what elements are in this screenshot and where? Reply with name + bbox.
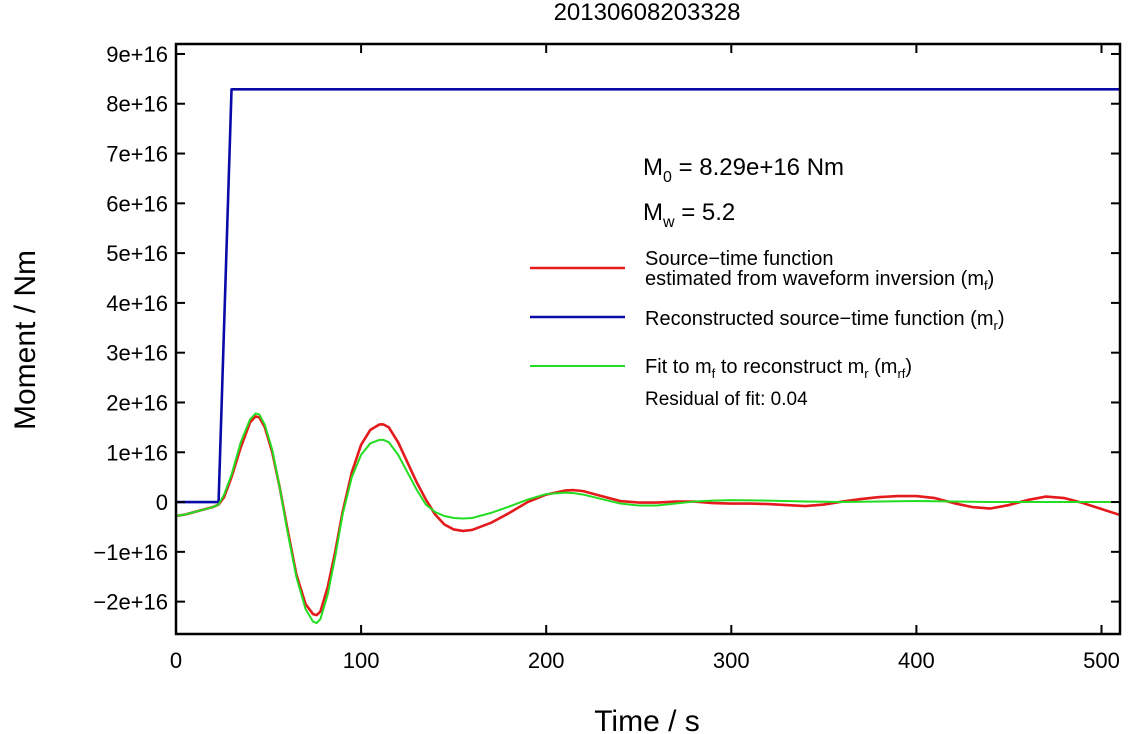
legend-mrf-label: Fit to mf to reconstruct mr (mrf) xyxy=(645,356,912,381)
x-tick-label: 400 xyxy=(898,648,935,673)
y-tick-label: 4e+16 xyxy=(106,291,168,316)
y-tick-label: 2e+16 xyxy=(106,390,168,415)
legend-mf-line2: estimated from waveform inversion (mf) xyxy=(645,268,994,293)
series-mrf-line xyxy=(175,412,1120,625)
y-tick-label: 5e+16 xyxy=(106,241,168,266)
x-tick-label: 200 xyxy=(528,648,565,673)
y-tick-label: −2e+16 xyxy=(93,590,168,615)
residual-label: Residual of fit: 0.04 xyxy=(645,389,808,410)
y-tick-label: 6e+16 xyxy=(106,191,168,216)
y-tick-label: 0 xyxy=(156,490,168,515)
plot-frame xyxy=(174,42,1122,636)
x-tick-label: 100 xyxy=(343,648,380,673)
legend: Source−time function estimated from wave… xyxy=(530,248,1005,381)
chart-title: 20130608203328 xyxy=(554,0,741,26)
legend-mr-label: Reconstructed source−time function (mr) xyxy=(645,308,1005,333)
y-tick-label: 9e+16 xyxy=(106,42,168,67)
axes-layer: 0 100 200 300 400 500 −2e+16 −1e+16 0 1e+16 2e+16 3… xyxy=(93,42,1122,673)
x-tick-label: 300 xyxy=(713,648,750,673)
series-mr-line xyxy=(176,88,1120,504)
annotations: M0 = 8.29e+16 Nm Mw = 5.2 Residual of fi… xyxy=(643,154,844,410)
x-axis-title: Time / s xyxy=(594,705,700,734)
y-tick-label: 3e+16 xyxy=(106,341,168,366)
y-axis-title: Moment / Nm xyxy=(9,250,42,430)
y-tick-label: 1e+16 xyxy=(106,440,168,465)
series-mf-line xyxy=(175,415,1121,617)
x-tick-label: 0 xyxy=(170,648,182,673)
legend-mf-line1: Source−time function xyxy=(645,248,833,270)
seismic-moment-label: M0 = 8.29e+16 Nm xyxy=(643,154,844,186)
y-tick-label: 8e+16 xyxy=(106,92,168,117)
x-tick-label: 500 xyxy=(1083,648,1120,673)
moment-magnitude-label: Mw = 5.2 xyxy=(643,199,735,231)
y-tick-label: 7e+16 xyxy=(106,142,168,167)
series-layer xyxy=(175,88,1121,625)
y-tick-label: −1e+16 xyxy=(93,540,168,565)
